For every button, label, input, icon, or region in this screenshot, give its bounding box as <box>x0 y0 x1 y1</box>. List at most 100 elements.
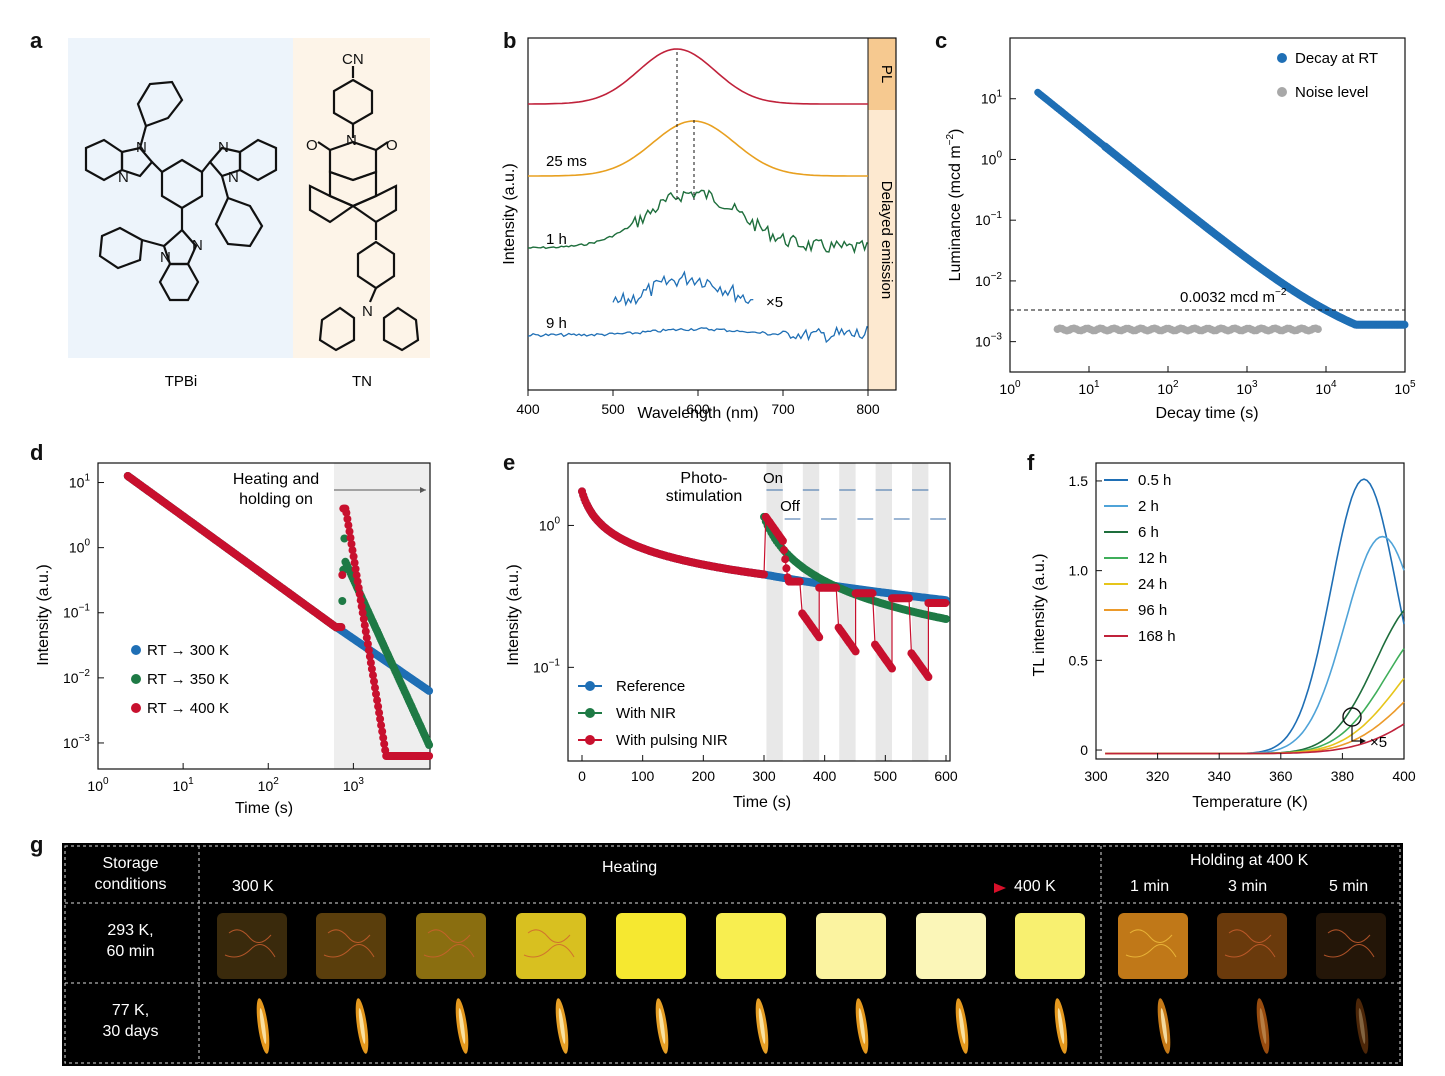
label-25ms: 25 ms <box>546 153 587 170</box>
panel-label-b: b <box>503 28 517 53</box>
d-point-series-3 <box>359 615 368 623</box>
c-ytick-label: 10−1 <box>975 210 1002 228</box>
legend-decay: Decay at RT <box>1295 50 1378 67</box>
sample-square <box>316 913 386 979</box>
c-xtick-label: 102 <box>1157 379 1179 397</box>
d-xlabel: Time (s) <box>235 800 293 817</box>
row-293k: 293 K, 60 min <box>106 922 155 960</box>
d-point-series-3 <box>349 552 358 561</box>
d-ytick-label: 100 <box>69 538 91 556</box>
e-ylabel: Intensity (a.u.) <box>505 564 522 665</box>
crack-texture <box>323 929 375 958</box>
e-pulse-line <box>763 516 946 679</box>
f-legend-label: 12 h <box>1138 550 1167 567</box>
sample-square <box>916 913 986 979</box>
to-temp: 400 K <box>1014 878 1056 895</box>
time-3min: 3 min <box>1228 878 1268 895</box>
f-legend-label: 6 h <box>1138 524 1159 541</box>
b-xtick-label: 600 <box>686 401 710 417</box>
svg-text:N: N <box>346 132 357 149</box>
sample-square <box>1316 913 1386 979</box>
e-on-band <box>875 463 893 761</box>
pl-band <box>868 38 896 110</box>
d-point-series-1 <box>425 686 434 695</box>
d-point-series-3 <box>371 683 379 692</box>
legend-noise: Noise level <box>1295 84 1368 101</box>
svg-text:N: N <box>160 249 171 266</box>
pl-side-label: PL <box>878 65 895 83</box>
d-point-series-2 <box>340 534 349 543</box>
e-xtick-label: 400 <box>813 768 837 784</box>
curve-1h <box>527 189 868 255</box>
tpbi-label: TPBi <box>165 373 198 390</box>
svg-text:N: N <box>362 303 373 320</box>
f-legend-label: 96 h <box>1138 602 1167 619</box>
svg-text:N: N <box>118 169 129 186</box>
e-legend-label: With NIR <box>616 705 676 722</box>
c-xtick-label: 101 <box>1078 379 1100 397</box>
crack-texture <box>1224 929 1276 958</box>
flame-core <box>358 1008 366 1044</box>
sample-square <box>416 913 486 979</box>
flame-core <box>858 1008 866 1044</box>
d-point-series-3 <box>337 623 346 632</box>
f-xtick-label: 400 <box>1392 768 1416 784</box>
e-xlabel: Time (s) <box>733 794 791 811</box>
f-legend-label: 0.5 h <box>1138 472 1171 489</box>
e-annotation-1: Photo- <box>680 470 727 487</box>
panel-d-heating: Heating and holding on RT → 300 K RT → 35… <box>35 462 434 817</box>
d-legend-label: RT → 300 K <box>147 642 229 659</box>
tn-molecule <box>308 66 420 352</box>
label-9h: 9 h <box>546 315 567 332</box>
c-xtick-label: 105 <box>1394 379 1416 397</box>
d-point-series-3 <box>360 621 369 630</box>
d-ylabel: Intensity (a.u.) <box>35 564 52 665</box>
f-legend-label: 2 h <box>1138 498 1159 515</box>
d-point-series-3 <box>345 527 354 536</box>
c-xtick-label: 104 <box>1315 379 1337 397</box>
d-point-series-3 <box>353 577 362 586</box>
c-plot-frame <box>1009 37 1406 373</box>
row-77k: 77 K, 30 days <box>102 1002 159 1040</box>
d-point-series-3 <box>377 721 386 730</box>
c-annotation: 0.0032 mcd m−2 <box>1180 287 1287 306</box>
tl-curve-2h <box>1105 535 1405 755</box>
d-point-series-3 <box>363 640 372 648</box>
panel-label-c: c <box>935 28 948 53</box>
tl-curve-96h <box>1105 701 1405 755</box>
noise-point <box>1314 325 1322 334</box>
flame-core <box>458 1008 466 1044</box>
crack-texture <box>423 929 475 958</box>
f-xtick-label: 360 <box>1269 768 1293 784</box>
d-point-series-3 <box>352 571 361 580</box>
d-legend-label: RT → 350 K <box>147 671 229 688</box>
sample-square <box>516 913 586 979</box>
d-point-series-3 <box>374 702 383 711</box>
d-point-series-3 <box>370 677 378 686</box>
e-legend-marker <box>585 735 595 745</box>
flame-core <box>1358 1008 1366 1044</box>
panel-label-e: e <box>503 450 516 475</box>
e-nir-point <box>942 615 950 623</box>
flame-core <box>558 1008 566 1044</box>
pl-curve <box>528 48 868 105</box>
c-ytick-label: 10−3 <box>975 332 1002 350</box>
d-legend-marker <box>131 674 141 684</box>
e-xtick-label: 600 <box>934 768 958 784</box>
flame-core <box>1057 1008 1065 1044</box>
svg-text:N: N <box>136 139 147 156</box>
f-xtick-label: 340 <box>1208 768 1232 784</box>
e-xtick-label: 0 <box>578 768 586 784</box>
d-point-series-3 <box>379 733 388 742</box>
e-legend-marker <box>585 708 595 718</box>
d-point-series-3 <box>369 671 377 680</box>
c-ylabel: Luminance (mcd m−2) <box>945 129 964 282</box>
multiplier-x5: ×5 <box>766 294 783 311</box>
d-point-series-3 <box>356 596 365 605</box>
c-xtick-label: 100 <box>999 379 1021 397</box>
flame-sample <box>1355 998 1369 1054</box>
d-point-series-3 <box>350 558 359 567</box>
d-point-series-3 <box>376 715 385 723</box>
flame-core <box>658 1008 666 1044</box>
curve-25ms <box>528 120 868 177</box>
